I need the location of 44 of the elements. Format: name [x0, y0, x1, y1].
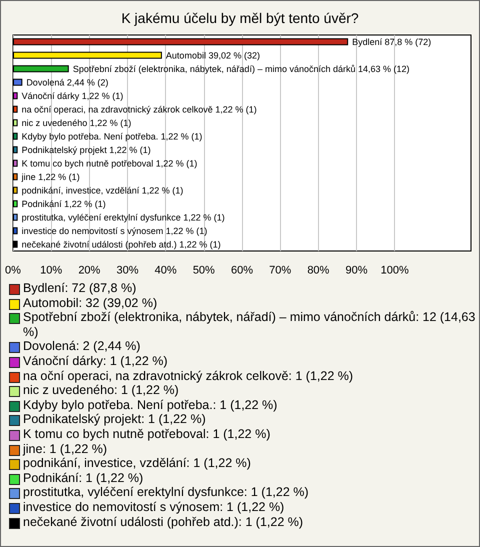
category-label: na oční operaci, na zdravotnický zákrok celkově 1,22 % (1) — [22, 104, 257, 114]
category-label: investice do nemovitostí s výnosem 1,22 % (1) — [22, 226, 208, 236]
category-label: Kdyby bylo potřeba. Není potřeba. 1,22 % (1) — [22, 131, 202, 142]
x-tick-label: 100% — [380, 264, 409, 276]
text: investice do nemovitostí s výnosem: 1 (1,22 %) — [23, 500, 284, 514]
category-label: podnikání, investice, vzdělání 1,22 % (1) — [22, 185, 184, 196]
x-tick-label: 30% — [116, 264, 139, 276]
category-label: Vánoční dárky 1,22 % (1) — [22, 90, 124, 101]
chart-title: K jakému účelu by měl být tento úvěr? — [120, 10, 360, 26]
text: na oční operaci, na zdravotnický zákrok celkově: 1 (1,22 %) — [23, 368, 354, 384]
x-tick-label: 80% — [307, 264, 330, 276]
text: Automobil: 32 (39,02 %) — [23, 296, 158, 310]
text: Vánoční dárky: 1 (1,22 %) — [23, 354, 168, 369]
category-label: nic z uvedeného 1,22 % (1) — [22, 118, 132, 128]
x-tick-label: 90% — [345, 264, 368, 276]
x-tick-label: 20% — [78, 264, 101, 276]
x-tick-label: 10% — [40, 264, 62, 276]
x-tick-label: 0% — [5, 264, 22, 276]
text: nečekané životní události (pohřeb atd.): 1 (1,22 %) — [23, 514, 304, 530]
text: Podnikatelský projekt: 1 (1,22 %) — [23, 412, 206, 427]
category-label: Spotřební zboží (elektronika, nábytek, nářadí) – mimo vánočních dárků 14,63 % (12) — [72, 64, 410, 74]
text: Dovolená: 2 (2,44 %) — [23, 339, 140, 354]
category-label: Podnikatelský projekt 1,22 % (1) — [22, 144, 151, 155]
category-label: Automobil 39,02 % (32) — [166, 50, 260, 60]
text: K tomu co bych nutně potřeboval: 1 (1,22 %) — [23, 426, 270, 442]
x-tick-label: 70% — [269, 264, 292, 276]
x-tick-label: 40% — [154, 264, 177, 276]
text: Kdyby bylo potřeba. Není potřeba.: 1 (1,22 %) — [23, 398, 278, 412]
category-label: nečekané životní události (pohřeb atd.) 1,22 % (1) — [22, 239, 221, 250]
text: Spotřební zboží (elektronika, nábytek, nářadí) – mimo vánočních dárků: 12 (14,63 %) — [23, 310, 476, 340]
category-label: jine 1,22 % (1) — [22, 172, 80, 182]
x-tick-label: 50% — [192, 264, 216, 276]
text: Bydlení: 72 (87,8 %) — [23, 281, 136, 296]
category-label: prostitutka, vyléčení erektylní dysfunkce 1,22 % (1) — [22, 212, 225, 222]
text: podnikání, investice, vzdělání: 1 (1,22 %) — [23, 456, 251, 471]
text: Podnikání: 1 (1,22 %) — [23, 470, 144, 486]
category-label: K tomu co bych nutně potřeboval 1,22 % (1) — [22, 158, 198, 168]
text: prostitutka, vyléčení erektylní dysfunkce: 1 (1,22 %) — [23, 485, 309, 500]
category-label: Podnikání 1,22 % (1) — [22, 198, 106, 209]
text: jine: 1 (1,22 %) — [23, 442, 108, 456]
category-label: Dovolená 2,44 % (2) — [26, 77, 108, 88]
category-label: Bydlení 87,8 % (72) — [352, 36, 432, 47]
x-tick-label: 60% — [230, 264, 254, 276]
text: nic z uvedeného: 1 (1,22 %) — [23, 383, 179, 398]
